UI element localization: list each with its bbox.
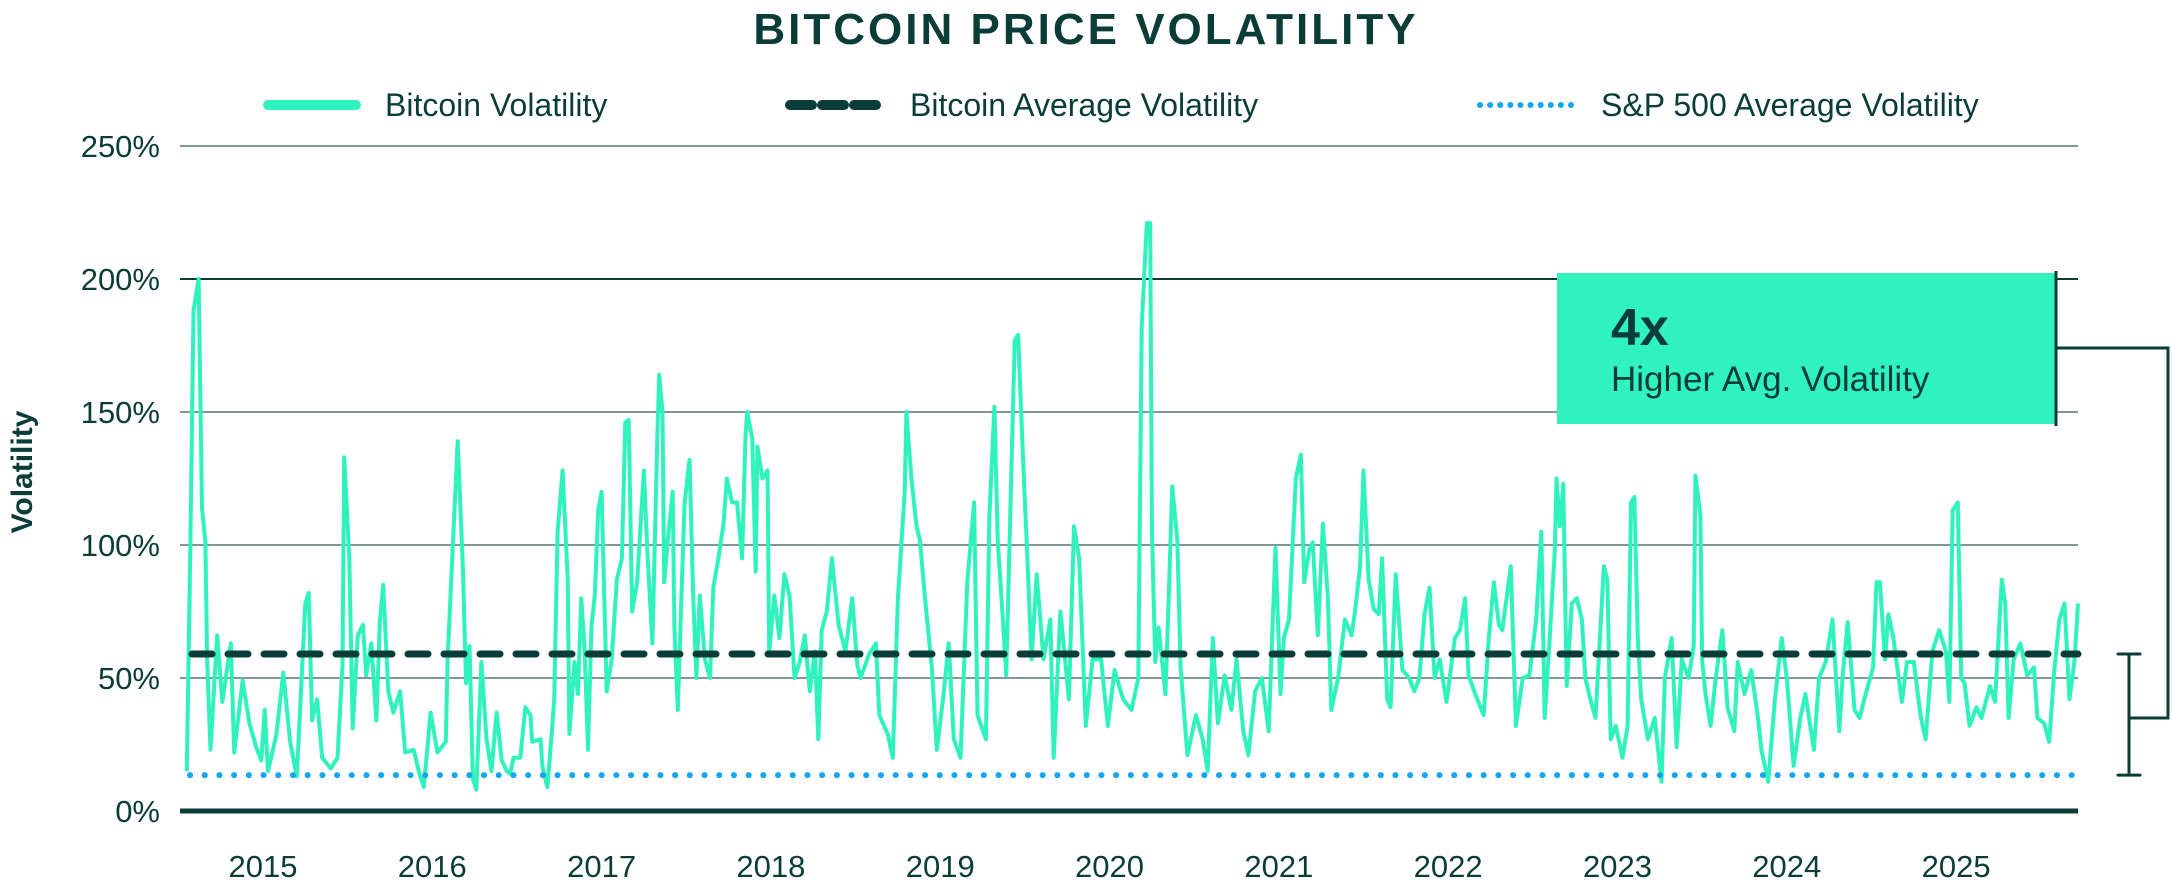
y-tick-label: 150% <box>81 395 160 430</box>
x-tick-label: 2016 <box>398 849 467 884</box>
x-tick-label: 2018 <box>736 849 805 884</box>
gridlines <box>180 145 2078 814</box>
series-layer <box>184 221 2082 792</box>
legend-label: Bitcoin Volatility <box>385 87 607 123</box>
callout-text: Higher Avg. Volatility <box>1611 360 1930 399</box>
legend-label: S&P 500 Average Volatility <box>1601 87 1979 123</box>
x-tick-label: 2025 <box>1922 849 1991 884</box>
legend-label: Bitcoin Average Volatility <box>910 87 1258 123</box>
x-tick-label: 2022 <box>1414 849 1483 884</box>
legend-item-bitcoin-volatility: Bitcoin Volatility <box>263 87 607 123</box>
x-tick-label: 2024 <box>1752 849 1821 884</box>
difference-bracket <box>2116 652 2142 777</box>
y-axis-label: Volatility <box>6 410 39 533</box>
legend-item-sp500-average: S&P 500 Average Volatility <box>1477 87 1979 123</box>
callout-headline: 4x <box>1611 299 1669 357</box>
x-tick-label: 2020 <box>1075 849 1144 884</box>
y-tick-label: 250% <box>81 129 160 164</box>
y-tick-label: 0% <box>115 794 160 829</box>
x-tick-label: 2015 <box>228 849 297 884</box>
y-tick-label: 100% <box>81 528 160 563</box>
callout: 4x Higher Avg. Volatility <box>1557 271 2170 777</box>
bitcoin-volatility-line <box>184 221 2080 792</box>
x-tick-label: 2019 <box>906 849 975 884</box>
callout-box <box>1557 273 2055 424</box>
callout-bracket <box>2054 271 2170 720</box>
x-tick-label: 2017 <box>567 849 636 884</box>
y-tick-labels: 0% 50% 100% 150% 200% 250% <box>81 129 160 829</box>
x-tick-labels: 2015 2016 2017 2018 2019 2020 2021 2022 2023 2024… <box>228 849 1990 884</box>
x-tick-label: 2021 <box>1244 849 1313 884</box>
legend-item-bitcoin-average: Bitcoin Average Volatility <box>785 87 1258 123</box>
legend: Bitcoin Volatility Bitcoin Average Volat… <box>263 87 1979 123</box>
y-tick-label: 50% <box>98 661 160 696</box>
chart-title: BITCOIN PRICE VOLATILITY <box>753 5 1418 54</box>
x-tick-label: 2023 <box>1583 849 1652 884</box>
y-tick-label: 200% <box>81 262 160 297</box>
